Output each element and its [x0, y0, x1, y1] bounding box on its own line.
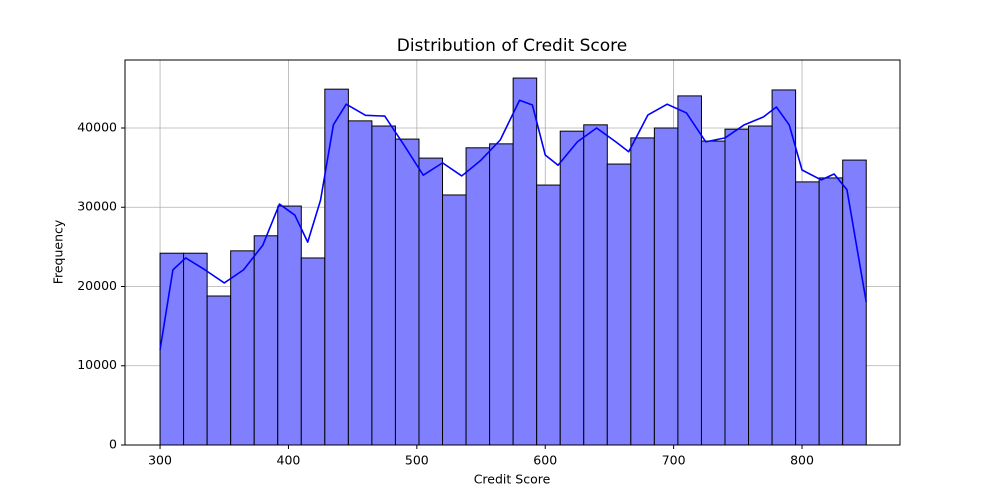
- bar: [583, 124, 608, 446]
- bar: [347, 120, 373, 446]
- x-tick-label: 800: [790, 453, 814, 468]
- bar: [230, 250, 255, 446]
- bar: [630, 137, 655, 446]
- bar: [394, 138, 420, 446]
- bar: [371, 125, 396, 446]
- bar: [606, 163, 632, 446]
- bar: [324, 88, 349, 446]
- kde-line: [159, 99, 868, 351]
- plot-frame: [124, 59, 901, 446]
- y-tick-label: 40000: [77, 119, 117, 134]
- bar: [559, 130, 585, 446]
- x-axis-label: Credit Score: [474, 472, 551, 487]
- x-tick-label: 500: [405, 453, 429, 468]
- x-tick-label: 600: [533, 453, 557, 468]
- bar: [842, 159, 867, 446]
- bar: [748, 125, 773, 446]
- bar: [300, 257, 326, 446]
- overlay: 300 400 500 600 700 800 0 10000 20000 30000 40000: [77, 119, 814, 467]
- bar: [442, 194, 467, 446]
- y-tick-label: 0: [109, 437, 117, 452]
- y-tick-label: 10000: [77, 357, 117, 372]
- bar: [253, 235, 279, 446]
- bar: [700, 140, 726, 446]
- bars: [159, 77, 868, 446]
- x-tick-label: 300: [148, 453, 172, 468]
- bar: [489, 143, 514, 446]
- bar: [795, 181, 820, 446]
- bar: [206, 295, 232, 446]
- chart-title: Distribution of Credit Score: [397, 36, 628, 56]
- bar: [818, 177, 844, 446]
- bar: [277, 205, 302, 446]
- bar: [418, 157, 444, 446]
- bar: [465, 147, 491, 446]
- bar: [159, 252, 185, 446]
- y-tick-label: 30000: [77, 199, 117, 214]
- bar: [653, 127, 679, 446]
- bar: [536, 184, 561, 446]
- x-tick-label: 700: [662, 453, 686, 468]
- bar: [512, 77, 538, 446]
- bar: [771, 89, 797, 446]
- bar: [724, 128, 750, 446]
- x-tick-label: 400: [277, 453, 301, 468]
- y-tick-label: 20000: [77, 278, 117, 293]
- bar: [677, 95, 702, 446]
- bar: [183, 252, 208, 446]
- y-axis-label: Frequency: [51, 219, 66, 284]
